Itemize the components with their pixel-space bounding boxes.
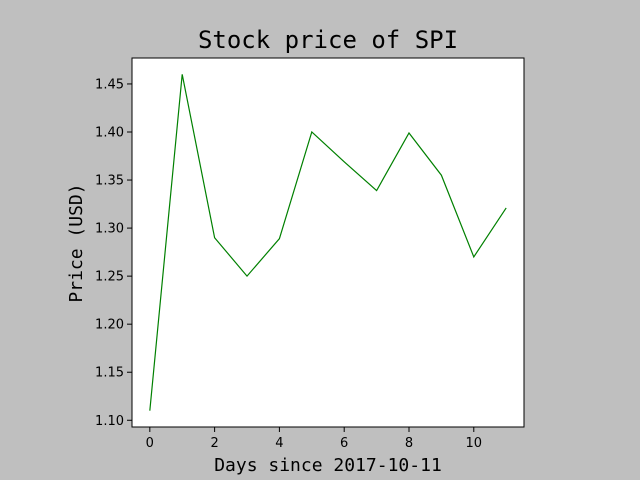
y-axis: 1.10 1.15 1.20 1.25 1.30 1.35 1.40 1.45 bbox=[95, 77, 132, 429]
y-tick-label: 1.40 bbox=[95, 125, 124, 140]
plot-area bbox=[131, 57, 525, 428]
series-line bbox=[149, 74, 507, 411]
y-tick-label: 1.25 bbox=[95, 270, 124, 285]
y-tick-label: 1.20 bbox=[95, 318, 124, 333]
x-tick-label: 8 bbox=[405, 436, 413, 451]
y-tick-label: 1.45 bbox=[95, 77, 124, 92]
y-axis-label: Price (USD) bbox=[66, 183, 87, 302]
x-tick-label: 10 bbox=[466, 436, 483, 451]
x-tick-label: 4 bbox=[275, 436, 283, 451]
x-axis-label: Days since 2017-10-11 bbox=[214, 455, 442, 476]
x-tick-label: 2 bbox=[210, 436, 218, 451]
y-tick-label: 1.35 bbox=[95, 174, 124, 189]
x-tick-label: 0 bbox=[146, 436, 154, 451]
series-layer bbox=[149, 74, 507, 411]
x-tick-label: 6 bbox=[340, 436, 348, 451]
x-axis: 0 2 4 6 8 10 bbox=[146, 427, 482, 451]
y-tick-label: 1.30 bbox=[95, 222, 124, 237]
chart-title: Stock price of SPI bbox=[198, 26, 458, 54]
y-tick-label: 1.15 bbox=[95, 366, 124, 381]
y-tick-label: 1.10 bbox=[95, 414, 124, 429]
